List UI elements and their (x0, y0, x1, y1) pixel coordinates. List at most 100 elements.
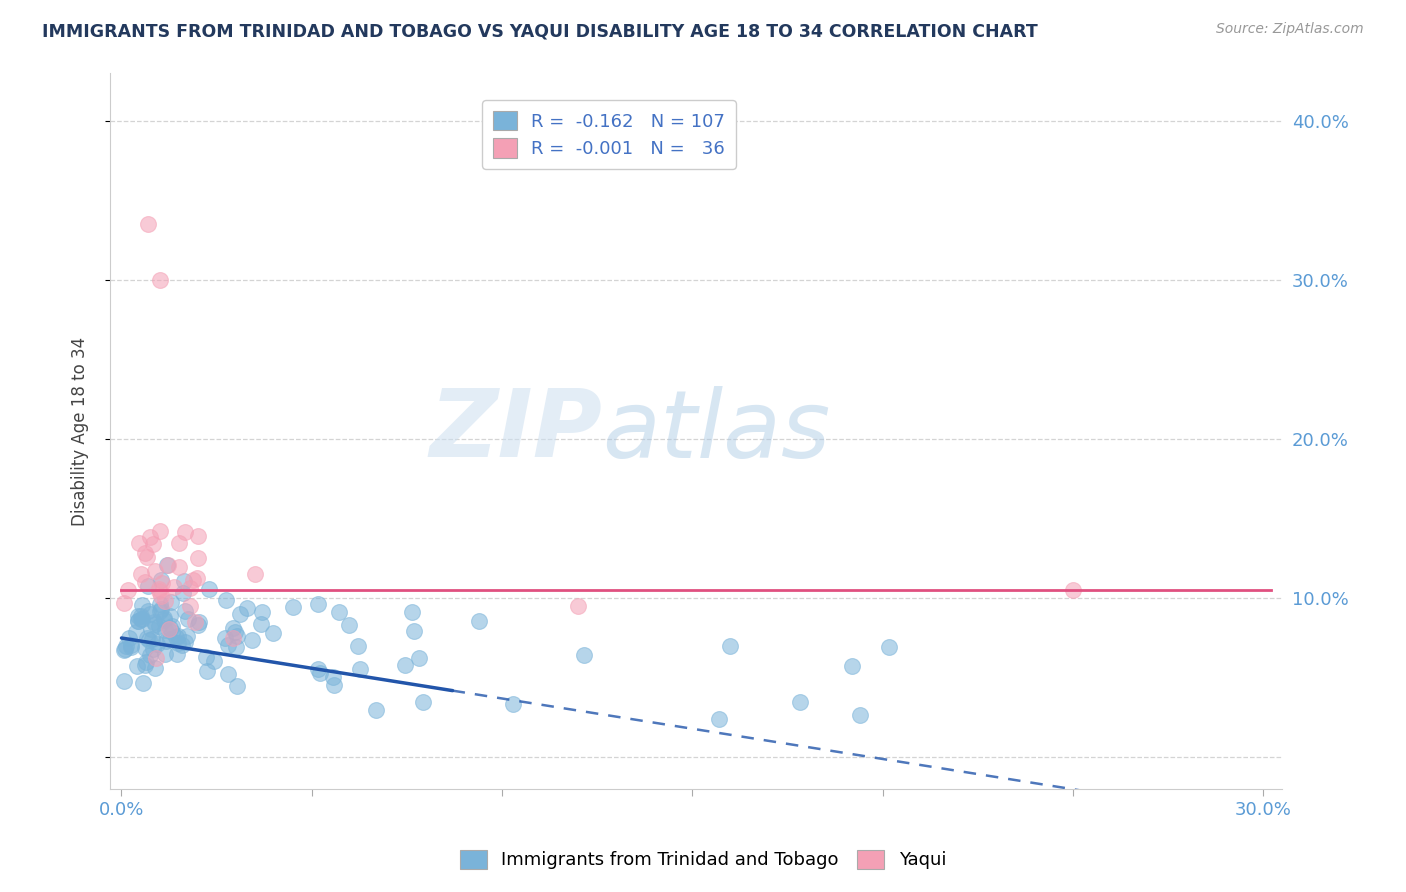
Point (159, 621, 181, 635)
Point (347, 639, 370, 653)
Point (129, 567, 152, 582)
Point (323, 678, 346, 692)
Point (307, 662, 329, 676)
Point (138, 604, 160, 618)
Point (250, 617, 273, 632)
Point (174, 524, 197, 539)
Point (146, 636, 169, 650)
Point (142, 536, 165, 550)
Point (412, 695, 434, 709)
Y-axis label: Disability Age 18 to 34: Disability Age 18 to 34 (72, 336, 89, 525)
Point (186, 571, 208, 585)
Point (1062, 583, 1084, 598)
Point (172, 638, 194, 652)
Point (215, 592, 238, 607)
Point (114, 641, 136, 656)
Point (153, 647, 176, 661)
Point (149, 604, 172, 618)
Point (364, 703, 387, 717)
Point (307, 597, 329, 611)
Point (114, 640, 136, 654)
Point (202, 654, 225, 668)
Point (117, 582, 139, 597)
Point (135, 631, 157, 645)
Point (217, 638, 239, 652)
Point (394, 657, 416, 672)
Point (120, 640, 142, 654)
Point (134, 546, 156, 560)
Point (124, 625, 146, 640)
Point (139, 607, 162, 622)
Point (181, 573, 204, 587)
Point (159, 609, 181, 624)
Point (155, 558, 177, 573)
Point (177, 612, 200, 626)
Point (153, 613, 176, 627)
Point (136, 550, 159, 565)
Point (309, 665, 332, 680)
Point (127, 614, 149, 628)
Point (225, 640, 247, 654)
Point (112, 643, 135, 657)
Point (149, 524, 172, 538)
Point (131, 598, 153, 612)
Point (112, 596, 135, 610)
Point (155, 594, 177, 608)
Point (167, 629, 190, 643)
Point (243, 567, 266, 582)
Point (142, 642, 165, 657)
Point (136, 579, 159, 593)
Point (143, 564, 166, 578)
Point (718, 639, 741, 653)
Point (173, 574, 195, 588)
Point (222, 631, 245, 645)
Point (166, 636, 188, 650)
Point (402, 624, 425, 638)
Point (160, 619, 183, 633)
Point (225, 629, 247, 643)
Point (707, 712, 730, 726)
Point (129, 609, 152, 624)
Point (138, 633, 160, 648)
Point (217, 667, 239, 681)
Point (183, 615, 205, 629)
Point (174, 635, 197, 649)
Text: IMMIGRANTS FROM TRINIDAD AND TOBAGO VS YAQUI DISABILITY AGE 18 TO 34 CORRELATION: IMMIGRANTS FROM TRINIDAD AND TOBAGO VS Y… (42, 22, 1038, 40)
Legend: R =  -0.162   N = 107, R =  -0.001   N =   36: R = -0.162 N = 107, R = -0.001 N = 36 (482, 100, 735, 169)
Point (148, 618, 170, 632)
Point (179, 599, 201, 613)
Point (322, 670, 344, 684)
Point (129, 612, 152, 626)
Point (160, 595, 183, 609)
Point (226, 679, 249, 693)
Point (789, 695, 811, 709)
Point (128, 536, 150, 550)
Point (848, 708, 870, 723)
Point (195, 649, 218, 664)
Point (142, 615, 165, 629)
Point (197, 582, 219, 597)
Point (250, 605, 273, 619)
Point (141, 623, 163, 637)
Point (167, 535, 190, 549)
Point (408, 651, 430, 665)
Point (143, 661, 166, 675)
Point (157, 622, 180, 636)
Point (283, 600, 305, 615)
Point (197, 665, 219, 679)
Legend: Immigrants from Trinidad and Tobago, Yaqui: Immigrants from Trinidad and Tobago, Yaq… (451, 840, 955, 879)
Point (127, 608, 149, 623)
Point (152, 611, 174, 625)
Point (224, 624, 246, 639)
Text: ZIP: ZIP (429, 385, 602, 477)
Point (149, 589, 172, 603)
Point (328, 605, 350, 619)
Point (222, 621, 245, 635)
Point (153, 624, 176, 638)
Point (187, 615, 209, 629)
Point (118, 632, 141, 646)
Point (176, 629, 198, 643)
Point (468, 614, 491, 628)
Point (134, 658, 156, 673)
Point (179, 581, 201, 595)
